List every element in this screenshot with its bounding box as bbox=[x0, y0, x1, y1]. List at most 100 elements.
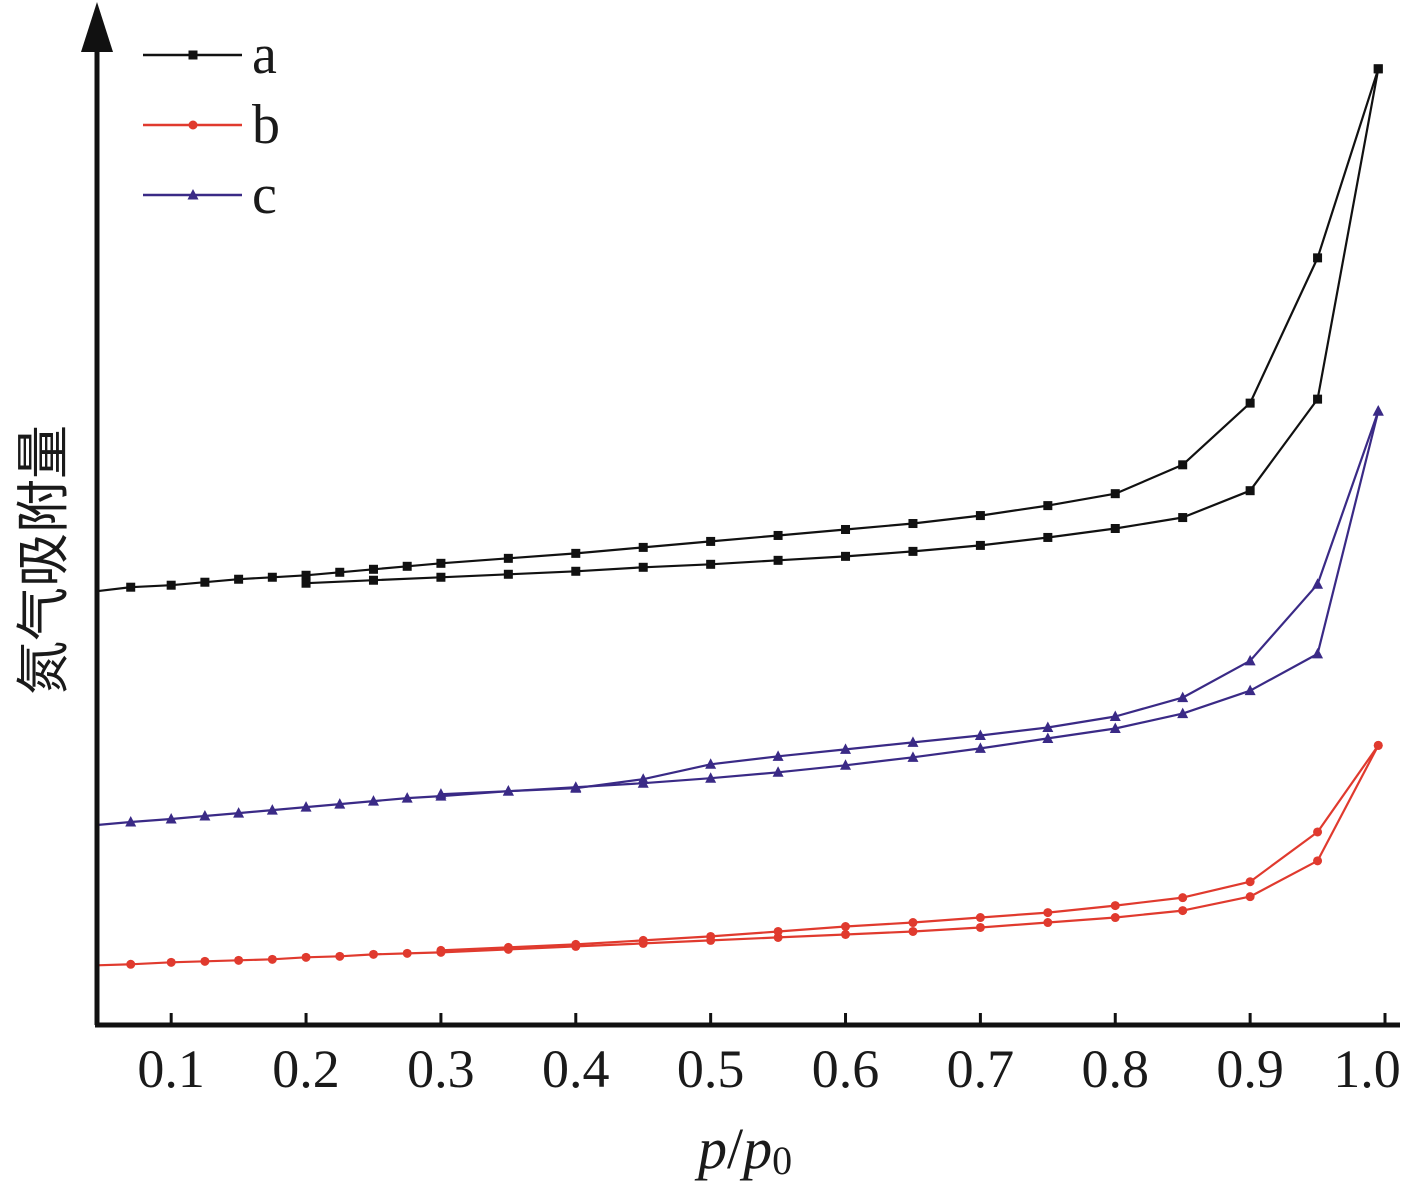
data-point bbox=[234, 955, 244, 965]
data-point bbox=[503, 569, 513, 579]
data-point bbox=[1110, 523, 1120, 533]
axes-layer bbox=[81, 2, 1400, 1028]
data-point bbox=[907, 751, 919, 762]
data-point bbox=[840, 743, 852, 754]
data-point bbox=[1178, 893, 1188, 903]
data-point bbox=[1110, 489, 1120, 499]
data-point bbox=[402, 948, 412, 958]
data-point bbox=[638, 542, 648, 552]
x-tick-label: 0.7 bbox=[947, 1039, 1015, 1099]
data-point bbox=[165, 813, 177, 824]
data-point bbox=[436, 945, 446, 955]
data-point bbox=[1110, 913, 1120, 923]
x-axis-label-sub: 0 bbox=[772, 1138, 792, 1181]
data-point bbox=[1178, 460, 1188, 470]
data-point bbox=[638, 562, 648, 572]
legend-item-b: b bbox=[143, 94, 280, 156]
data-point bbox=[368, 564, 378, 574]
data-point bbox=[975, 511, 985, 521]
ticks-layer: 0.1 0.2 0.3 0.4 0.5 0.6 0.7 0.8 0.9 1.0 bbox=[137, 1013, 1401, 1099]
series-1 bbox=[301, 64, 1383, 588]
data-point bbox=[974, 729, 986, 740]
x-axis-label: p/p0 bbox=[694, 1116, 792, 1181]
data-point bbox=[267, 572, 277, 582]
data-point bbox=[841, 929, 851, 939]
data-point bbox=[1043, 908, 1053, 918]
data-point bbox=[300, 801, 312, 812]
data-point bbox=[908, 918, 918, 928]
y-axis-arrow bbox=[81, 2, 113, 52]
x-tick-label: 0.9 bbox=[1216, 1039, 1284, 1099]
data-point bbox=[773, 555, 783, 565]
data-point bbox=[436, 558, 446, 568]
data-point bbox=[1372, 405, 1384, 416]
data-point bbox=[1109, 722, 1121, 733]
data-point bbox=[638, 935, 648, 945]
data-point bbox=[401, 792, 413, 803]
data-point bbox=[199, 810, 211, 821]
data-point bbox=[1110, 901, 1120, 911]
data-point bbox=[908, 546, 918, 556]
data-point bbox=[1312, 578, 1324, 589]
series-0 bbox=[96, 64, 1383, 593]
data-point bbox=[705, 758, 717, 769]
series-line-4 bbox=[96, 410, 1380, 827]
legend-label: a bbox=[252, 24, 277, 86]
data-point bbox=[571, 566, 581, 576]
x-tick-label: 0.8 bbox=[1082, 1039, 1150, 1099]
data-point bbox=[975, 922, 985, 932]
data-point bbox=[166, 580, 176, 590]
data-point bbox=[570, 782, 582, 793]
data-point bbox=[705, 772, 717, 783]
data-point bbox=[637, 773, 649, 784]
legend-item-a: a bbox=[143, 24, 277, 86]
data-point bbox=[841, 551, 851, 561]
data-point bbox=[1245, 877, 1255, 887]
data-point bbox=[1373, 64, 1383, 74]
data-point bbox=[335, 567, 345, 577]
data-point bbox=[772, 766, 784, 777]
data-point bbox=[166, 957, 176, 967]
legend-label: b bbox=[252, 94, 280, 156]
data-point bbox=[1313, 253, 1323, 263]
data-point bbox=[571, 548, 581, 558]
data-point bbox=[1312, 647, 1324, 659]
data-point bbox=[200, 577, 210, 587]
data-point bbox=[200, 956, 210, 966]
data-point bbox=[1373, 740, 1383, 750]
x-tick-label: 0.1 bbox=[137, 1039, 205, 1099]
data-point bbox=[1043, 532, 1053, 542]
x-tick-label: 0.2 bbox=[272, 1039, 340, 1099]
data-point bbox=[772, 750, 784, 761]
series-line-0 bbox=[96, 68, 1380, 593]
series-3 bbox=[436, 740, 1383, 955]
data-point bbox=[233, 807, 245, 818]
data-point bbox=[435, 788, 447, 799]
data-point bbox=[502, 785, 514, 796]
data-point bbox=[1313, 856, 1323, 866]
x-tick-label: 0.4 bbox=[542, 1039, 610, 1099]
data-point bbox=[1042, 732, 1054, 743]
legend-item-c: c bbox=[143, 164, 277, 226]
data-point bbox=[402, 561, 412, 571]
data-point bbox=[706, 536, 716, 546]
data-point bbox=[1177, 707, 1189, 719]
data-point bbox=[301, 578, 311, 588]
legend: abc bbox=[143, 24, 280, 226]
data-point bbox=[335, 951, 345, 961]
data-point bbox=[1313, 394, 1323, 404]
data-point bbox=[266, 804, 278, 815]
data-point bbox=[1245, 398, 1255, 408]
data-point bbox=[1109, 710, 1121, 722]
data-point bbox=[840, 759, 852, 770]
data-point bbox=[1178, 906, 1188, 916]
x-tick-label: 0.5 bbox=[677, 1039, 745, 1099]
data-point bbox=[974, 742, 986, 753]
data-point bbox=[368, 575, 378, 585]
series-5 bbox=[435, 405, 1384, 799]
x-tick-label: 0.3 bbox=[407, 1039, 475, 1099]
data-point bbox=[1245, 486, 1255, 496]
data-point bbox=[1313, 827, 1323, 837]
legend-marker bbox=[187, 189, 199, 200]
legend-label: c bbox=[252, 164, 277, 226]
